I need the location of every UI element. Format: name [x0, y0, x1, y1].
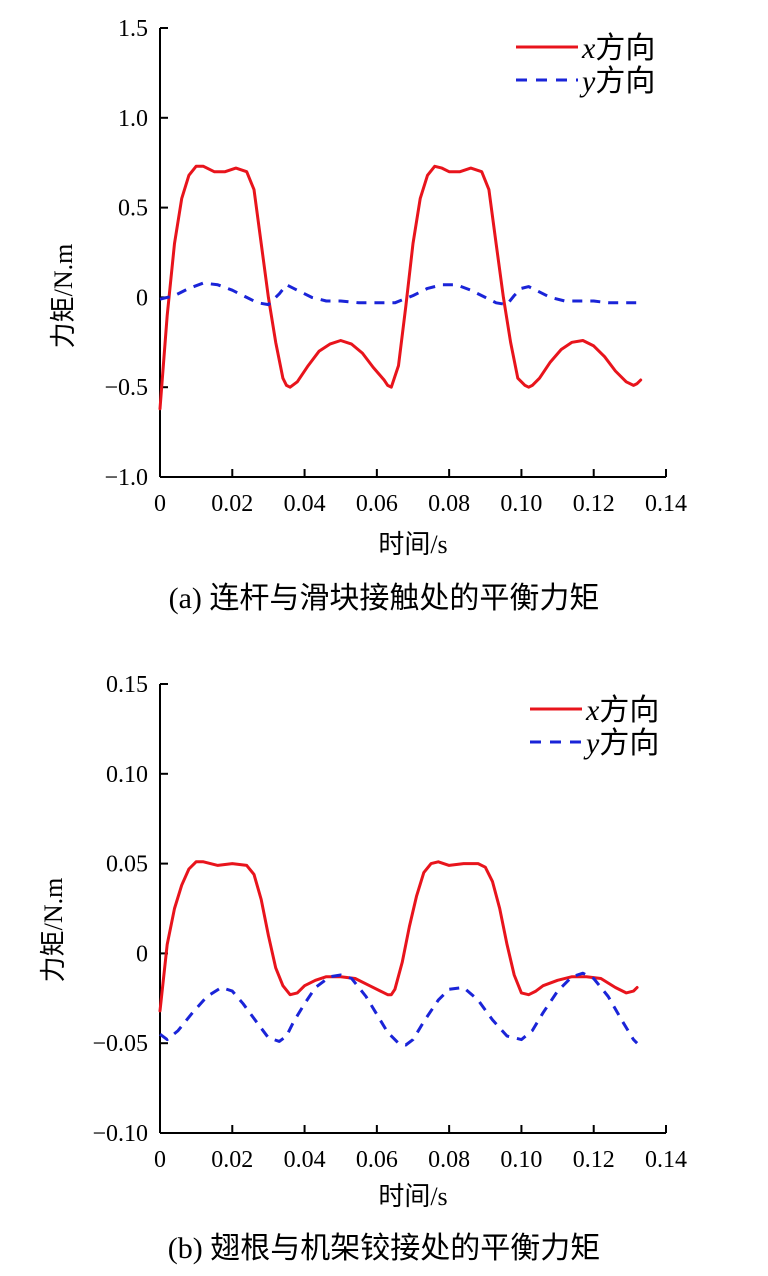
- legend-rest-y: 方向: [599, 727, 659, 760]
- chart-a: 0 0.02 0.04 0.06 0.08 0.10 0.12 0.14 −1.0−0.500…: [49, 16, 687, 615]
- y-tick-label: 0.15: [106, 672, 148, 698]
- y-tick-labels: −1.0 −0.5 0 0.5 1.0 1.5: [104, 16, 148, 491]
- x-tick-labels: 0 0.02 0.04 0.06 0.08 0.10 0.12 0.14: [154, 1147, 687, 1173]
- x-tick-label: 0.12: [573, 491, 615, 517]
- legend-label-y: y方向: [579, 65, 655, 98]
- x-axis-label: 时间/s: [378, 530, 447, 559]
- y-tick-label: 1.5: [118, 16, 148, 42]
- x-tick-label: 0.08: [428, 491, 470, 517]
- legend-var-x: x: [581, 32, 596, 65]
- y-tick-label: −0.05: [92, 1031, 148, 1057]
- x-tick-label: 0.06: [356, 491, 398, 517]
- y-tick-labels: −0.10 −0.05 0 0.05 0.10 0.15: [92, 672, 148, 1147]
- legend: x方向 y方向: [516, 32, 655, 98]
- series-line-x: [158, 860, 639, 1013]
- x-tick-label: 0.14: [645, 491, 687, 517]
- legend-label-y: y方向: [583, 727, 659, 760]
- legend-var-x: x: [585, 694, 600, 727]
- x-axis-label: 时间/s: [378, 1182, 447, 1211]
- legend-rest-x: 方向: [599, 694, 659, 727]
- x-tick-labels: 0 0.02 0.04 0.06 0.08 0.10 0.12 0.14: [154, 491, 687, 517]
- y-tick-label: 0: [136, 285, 148, 311]
- y-tick-label: 0.5: [118, 196, 148, 222]
- y-tick-label: 0: [136, 941, 148, 967]
- y-axis-label: 力矩/N.m: [49, 244, 78, 349]
- series-layer: [158, 164, 643, 411]
- x-tick-label: 0.04: [284, 491, 326, 517]
- x-tick-label: 0.10: [500, 1147, 542, 1173]
- y-tick-label: −1.0: [104, 465, 148, 491]
- y-tick-label: −0.10: [92, 1121, 148, 1147]
- y-axis-label: 力矩/N.m: [39, 878, 68, 983]
- x-tick-label: 0.06: [356, 1147, 398, 1173]
- y-tick-label: 0.10: [106, 762, 148, 788]
- legend-rest-x: 方向: [595, 32, 655, 65]
- legend-var-y: y: [583, 727, 600, 760]
- x-tick-label: 0.04: [284, 1147, 326, 1173]
- chart-caption: (b) 翅根与机架铰接处的平衡力矩: [168, 1232, 600, 1265]
- legend-var-y: y: [579, 65, 596, 98]
- legend-rest-y: 方向: [595, 65, 655, 98]
- x-tick-label: 0.02: [211, 491, 253, 517]
- series-line-y: [159, 281, 638, 307]
- series-line-y: [159, 971, 639, 1047]
- x-tick-label: 0.14: [645, 1147, 687, 1173]
- x-tick-label: 0.08: [428, 1147, 470, 1173]
- legend-label-x: x方向: [581, 32, 655, 65]
- y-tick-label: 0.05: [106, 852, 148, 878]
- x-tick-label: 0: [154, 1147, 166, 1173]
- x-tick-label: 0.02: [211, 1147, 253, 1173]
- x-tick-label: 0: [154, 491, 166, 517]
- series-line-x: [158, 164, 643, 411]
- x-tick-label: 0.12: [573, 1147, 615, 1173]
- series-layer: [158, 860, 639, 1047]
- chart-b: 0 0.02 0.04 0.06 0.08 0.10 0.12 0.14 −0.10 −0.05…: [39, 672, 687, 1265]
- legend-label-x: x方向: [585, 694, 659, 727]
- y-tick-label: 1.0: [118, 106, 148, 132]
- legend: x方向 y方向: [530, 694, 659, 760]
- x-tick-label: 0.10: [500, 491, 542, 517]
- y-tick-label: −0.5: [104, 375, 148, 401]
- chart-caption: (a) 连杆与滑块接触处的平衡力矩: [169, 582, 600, 615]
